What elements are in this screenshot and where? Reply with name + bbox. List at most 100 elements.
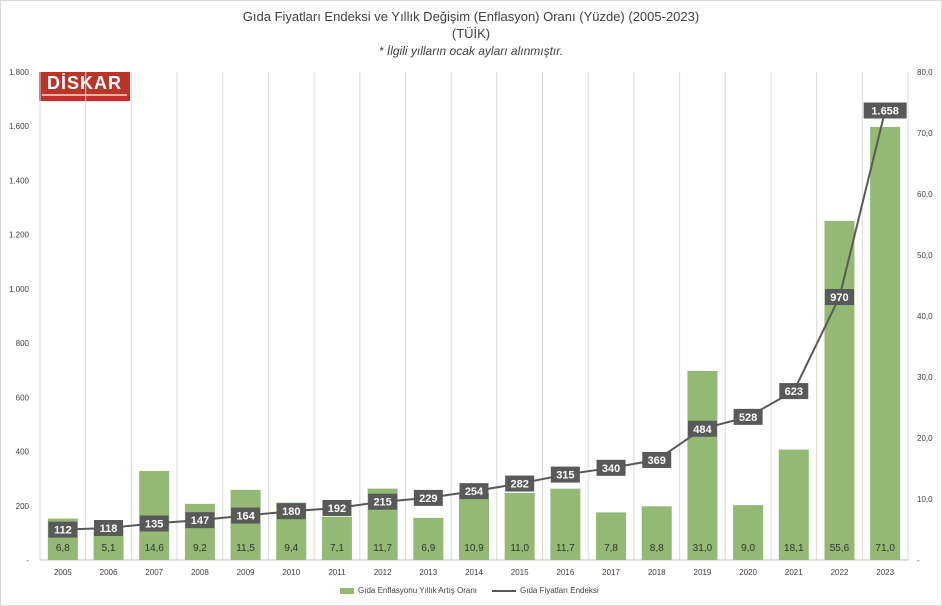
left-axis-tick-label: 1.600 [9, 122, 30, 131]
line-data-label-box [824, 289, 854, 306]
x-axis-tick-label: 2016 [556, 568, 574, 577]
line-data-label: 1.658 [871, 105, 899, 117]
bar-data-label: 11,5 [236, 543, 255, 554]
bar-data-label: 9,0 [741, 543, 755, 554]
legend-label-line: Gıda Fiyatları Endeksi [520, 586, 599, 595]
bar-data-label: 7,8 [604, 543, 618, 554]
x-axis-tick-label: 2009 [237, 568, 255, 577]
logo-text: DİSKAR [46, 73, 122, 93]
bar-data-label: 8,8 [650, 543, 664, 554]
bar-data-label: 6,8 [56, 543, 70, 554]
line-data-label-box [596, 459, 626, 476]
right-axis-tick-label: 80,0 [917, 68, 933, 77]
legend-label-bar: Gıda Enflasyonu Yıllık Artış Oranı [358, 586, 478, 595]
line-data-label-box [733, 408, 763, 425]
bar-data-label: 71,0 [875, 543, 895, 554]
diskar-logo: DİSKAR [39, 72, 130, 101]
line-data-label-box [139, 515, 169, 532]
line-data-label-box [231, 507, 261, 524]
right-axis-tick-label: 30,0 [917, 373, 933, 382]
left-axis-tick-label: - [26, 556, 29, 565]
bar-data-label: 7,1 [330, 543, 344, 554]
bar [596, 512, 627, 560]
line-data-label-box [505, 475, 535, 492]
line-data-label-box [413, 489, 443, 506]
bar-data-label: 14,6 [144, 543, 164, 554]
bar [778, 449, 809, 560]
left-axis-tick-label: 400 [16, 448, 30, 457]
line-data-label: 112 [54, 525, 72, 537]
x-axis-tick-label: 2020 [739, 568, 757, 577]
right-axis-tick-label: 70,0 [917, 129, 933, 138]
line-data-label-box [48, 521, 78, 538]
line-data-label-box [550, 466, 580, 483]
bar [459, 493, 489, 560]
line-data-label: 229 [419, 493, 437, 505]
line-data-label: 147 [191, 515, 209, 527]
x-axis-tick-label: 2012 [374, 568, 392, 577]
right-axis-tick-label: 10,0 [917, 495, 933, 504]
line-data-label-box [276, 503, 306, 520]
legend-item-line: Gıda Fiyatları Endeksi [492, 586, 599, 595]
chart-note: * İlgili yılların ocak ayları alınmıştır… [378, 44, 564, 58]
bar-data-label: 9,4 [284, 543, 298, 554]
x-axis-tick-label: 2017 [602, 568, 620, 577]
line-data-label: 315 [556, 470, 574, 482]
bar-data-label: 9,2 [193, 543, 207, 554]
line-data-label-box [863, 102, 907, 119]
x-axis-tick-label: 2007 [145, 568, 163, 577]
chart-title: Gıda Fiyatları Endeksi ve Yıllık Değişim… [242, 9, 700, 24]
line-data-label: 970 [830, 292, 848, 304]
x-axis-tick-label: 2021 [785, 568, 803, 577]
line-data-label: 164 [236, 511, 255, 523]
index-line [62, 110, 887, 531]
left-axis-tick-label: 1.000 [9, 285, 30, 294]
x-axis-tick-label: 2018 [648, 568, 666, 577]
right-axis-tick-label: 40,0 [917, 312, 933, 321]
bar [733, 505, 764, 560]
line-data-label: 118 [100, 523, 118, 535]
x-axis-tick-label: 2006 [100, 568, 118, 577]
x-axis-tick-label: 2005 [54, 568, 72, 577]
x-axis-tick-label: 2022 [831, 568, 849, 577]
bar-data-label: 18,1 [784, 543, 804, 554]
x-axis-tick-label: 2013 [419, 568, 437, 577]
bar-data-label: 5,1 [102, 543, 116, 554]
left-axis-tick-label: 600 [16, 393, 30, 402]
bar-data-label: 55,6 [830, 543, 850, 554]
x-axis-tick-label: 2014 [465, 568, 483, 577]
chart-subtitle: (TÜİK) [451, 26, 491, 41]
line-data-label: 135 [145, 518, 163, 530]
legend-swatch-bar [340, 587, 354, 594]
line-data-label: 282 [511, 479, 529, 491]
bar [413, 517, 444, 560]
left-axis-tick-label: 1.200 [9, 231, 30, 240]
line-data-label-box [368, 493, 398, 510]
left-axis-tick-label: 1.400 [9, 176, 30, 185]
bar [230, 489, 261, 560]
left-axis-tick-label: 800 [16, 339, 30, 348]
line-data-label: 215 [373, 497, 391, 509]
bar-data-label: 31,0 [693, 543, 713, 554]
bar [321, 516, 352, 560]
bar [550, 488, 581, 560]
legend-item-bar: Gıda Enflasyonu Yıllık Artış Oranı [340, 586, 477, 595]
line-data-label: 528 [739, 412, 757, 424]
bar-data-label: 6,9 [421, 543, 435, 554]
x-axis-tick-label: 2008 [191, 568, 209, 577]
line-data-label-box [94, 520, 124, 537]
line-data-label: 623 [785, 386, 803, 398]
legend-swatch-line [492, 589, 516, 592]
left-axis-tick-label: 200 [16, 502, 30, 511]
line-data-label-box [687, 420, 717, 437]
right-axis-tick-label: 20,0 [917, 434, 933, 443]
bar-data-label: 11,7 [556, 543, 575, 554]
bar-data-label: 10,9 [464, 543, 484, 554]
left-axis-tick-label: 1.800 [9, 68, 30, 77]
right-axis-tick-label: 60,0 [917, 190, 933, 199]
line-data-label-box [779, 383, 809, 400]
bar [641, 506, 672, 560]
bar [824, 220, 855, 560]
right-axis-tick-label: - [917, 556, 920, 565]
